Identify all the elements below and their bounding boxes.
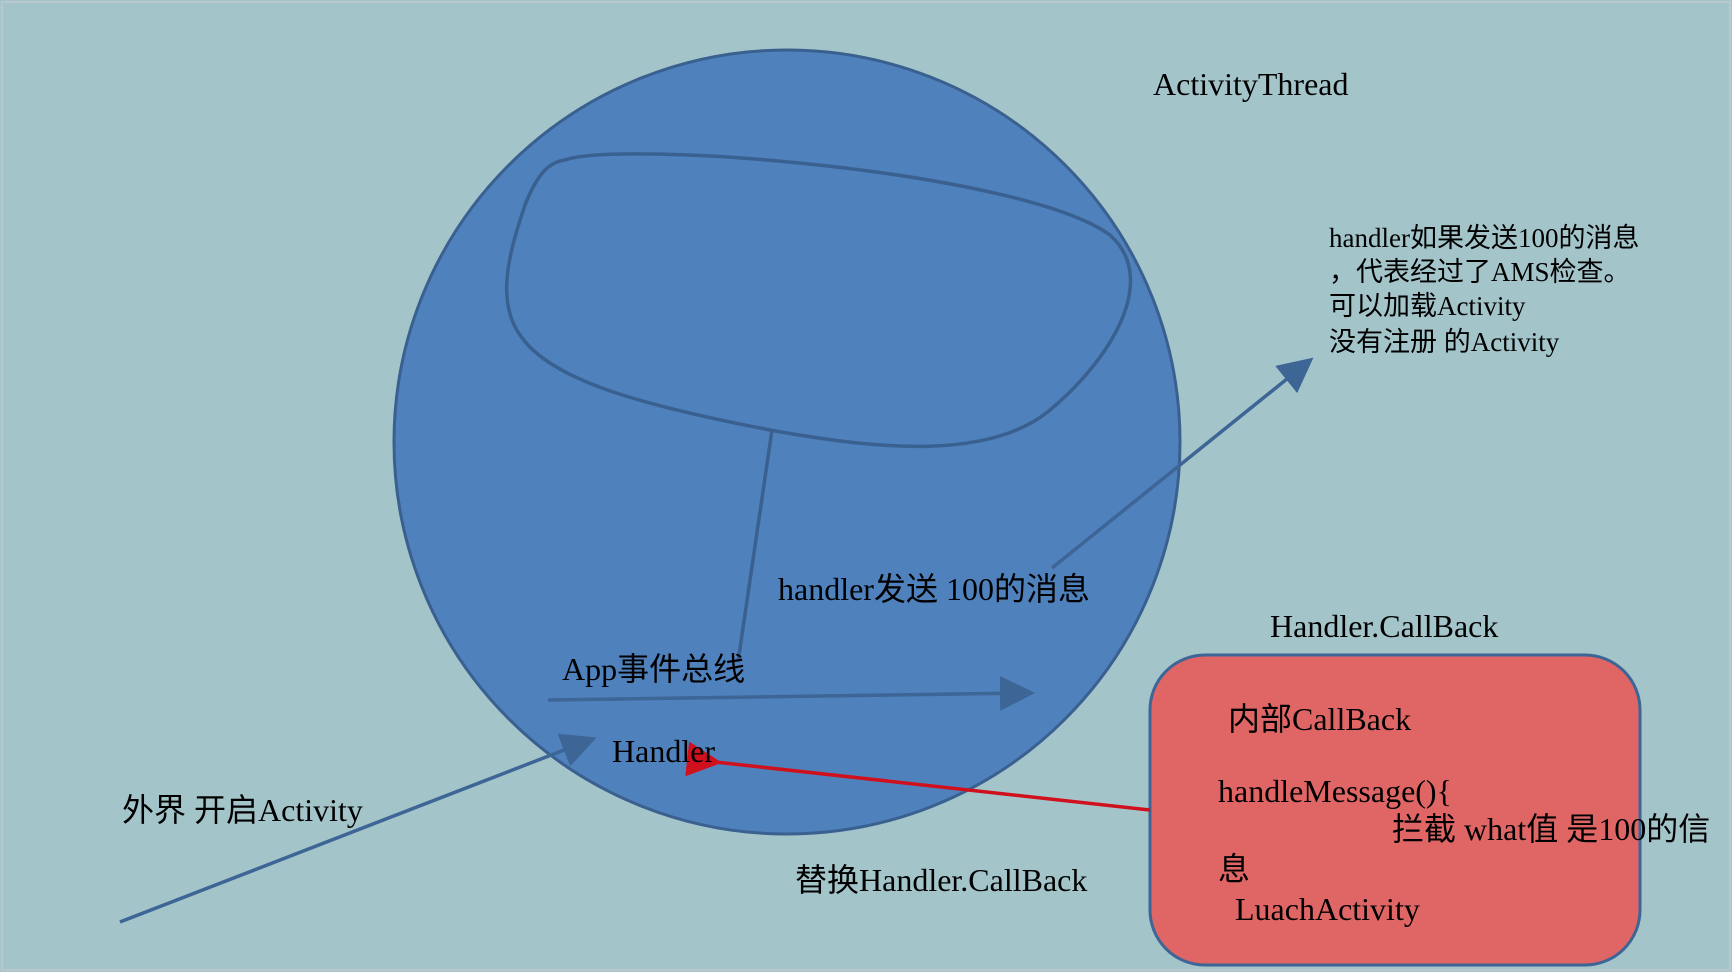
note-line-1: handler如果发送100的消息	[1329, 223, 1639, 253]
outside-start-arrow	[119, 733, 597, 924]
loop-connector-line	[736, 429, 774, 663]
activity-thread-label: ActivityThread	[1153, 66, 1348, 102]
note-line-3: 可以加载Activity	[1329, 291, 1526, 321]
replace-callback-label: 替换Handler.CallBack	[795, 862, 1087, 898]
note-line-2: ，代表经过了AMS检查。	[1329, 257, 1631, 287]
callback-title: Handler.CallBack	[1270, 608, 1498, 644]
callback-line-handle-message: handleMessage(){	[1218, 773, 1452, 809]
callback-line-inner: 内部CallBack	[1228, 701, 1411, 737]
callback-line-intercept-end: 息	[1218, 851, 1250, 887]
handler-label: Handler	[612, 733, 715, 769]
activity-thread-circle	[392, 48, 1182, 836]
message-queue-loop	[504, 152, 1133, 449]
outside-start-label: 外界 开启Activity	[122, 792, 363, 828]
app-event-bus-arrow	[547, 675, 1035, 711]
replace-callback-arrow	[685, 741, 1151, 812]
app-event-bus-label: App事件总线	[562, 651, 745, 687]
handler-send-label: handler发送 100的消息	[778, 571, 1090, 607]
callback-line-launch: LuachActivity	[1235, 891, 1420, 927]
callback-line-intercept: 拦截 what值 是100的信	[1392, 811, 1710, 847]
note-line-4: 没有注册 的Activity	[1329, 327, 1560, 357]
handler-send-arrow	[1050, 357, 1314, 570]
